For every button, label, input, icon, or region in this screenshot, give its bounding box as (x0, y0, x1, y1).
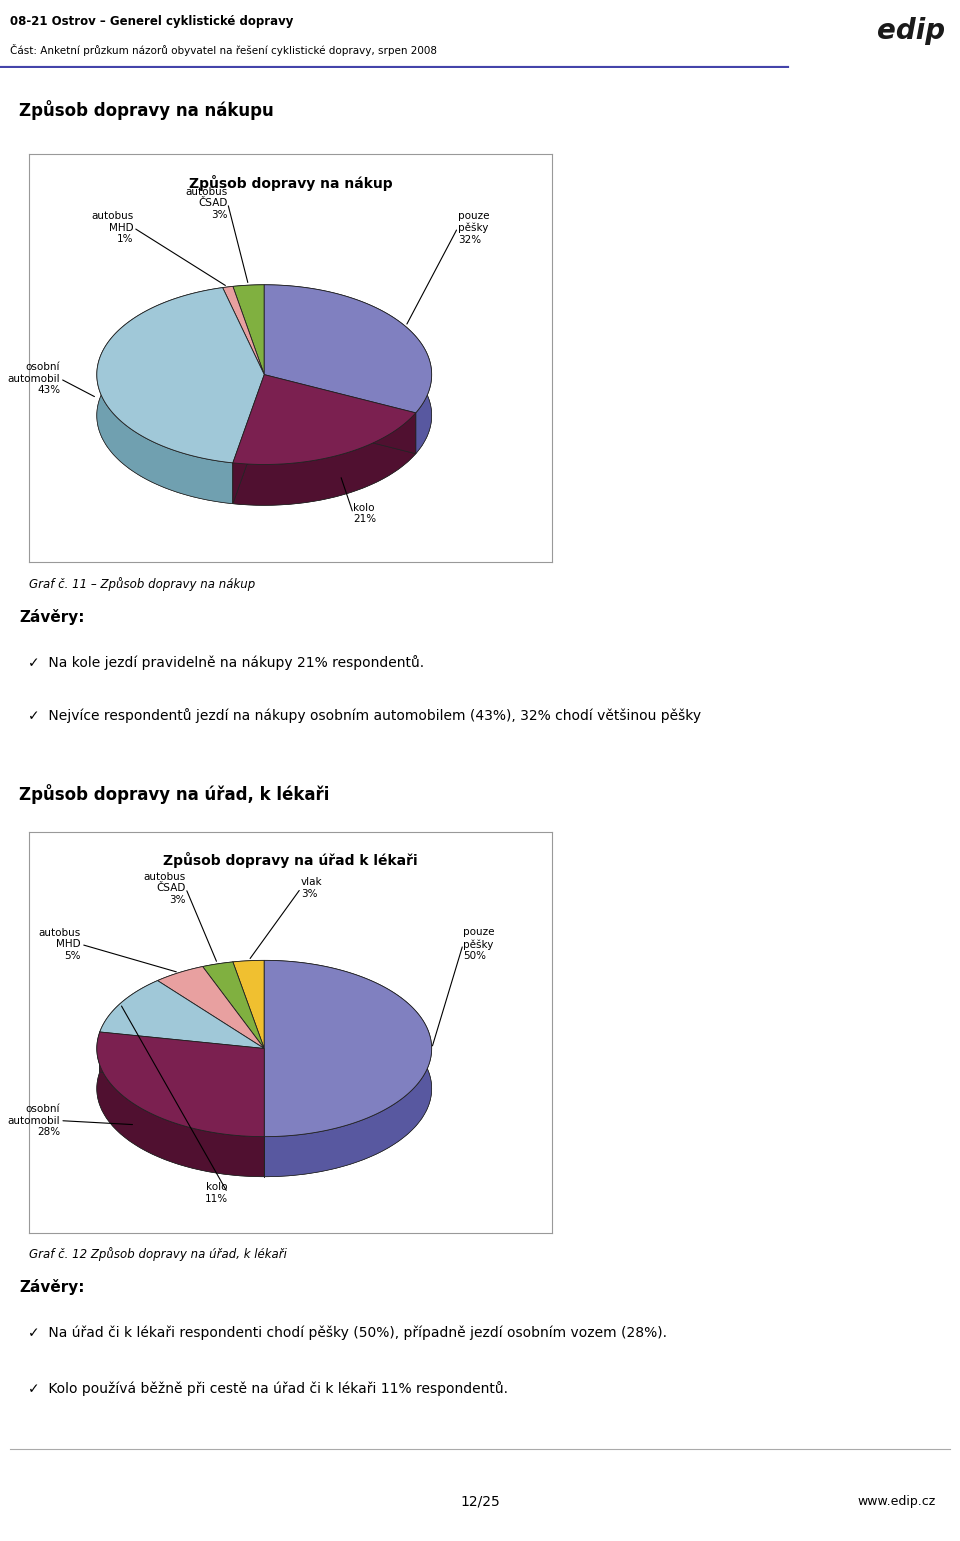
Polygon shape (233, 374, 264, 504)
Polygon shape (233, 962, 264, 1088)
Polygon shape (233, 285, 264, 327)
Polygon shape (233, 287, 264, 416)
Text: Graf č. 12 Způsob dopravy na úřad, k lékaři: Graf č. 12 Způsob dopravy na úřad, k lék… (29, 1247, 287, 1262)
Polygon shape (100, 980, 264, 1048)
Text: Závěry:: Závěry: (19, 1279, 84, 1294)
Polygon shape (233, 413, 416, 505)
Text: www.edip.cz: www.edip.cz (857, 1495, 936, 1507)
Polygon shape (157, 966, 264, 1048)
Text: Závěry:: Závěry: (19, 609, 84, 624)
Ellipse shape (97, 325, 432, 505)
Text: Způsob dopravy na úřad k lékaři: Způsob dopravy na úřad k lékaři (163, 852, 418, 868)
Polygon shape (100, 1032, 264, 1088)
Text: ✓  Kolo používá běžně při cestě na úřad či k lékaři 11% respondentů.: ✓ Kolo používá běžně při cestě na úřad č… (29, 1382, 509, 1396)
Text: Část: Anketní průzkum názorů obyvatel na řešení cyklistické dopravy, srpen 2008: Část: Anketní průzkum názorů obyvatel na… (10, 45, 437, 55)
Ellipse shape (97, 1000, 432, 1177)
Polygon shape (97, 288, 264, 462)
Polygon shape (264, 960, 432, 1177)
Polygon shape (100, 980, 157, 1073)
Text: Způsob dopravy na nákup: Způsob dopravy na nákup (188, 174, 393, 191)
Polygon shape (97, 288, 233, 504)
Polygon shape (223, 288, 264, 416)
Polygon shape (223, 288, 264, 416)
Text: edip: edip (877, 17, 946, 45)
Polygon shape (97, 1032, 264, 1137)
Polygon shape (233, 960, 264, 1048)
Text: autobus
MHD
5%: autobus MHD 5% (38, 928, 82, 962)
Text: osobní
automobil
43%: osobní automobil 43% (8, 362, 60, 396)
Polygon shape (203, 966, 264, 1088)
Polygon shape (233, 374, 264, 504)
Polygon shape (264, 285, 432, 453)
Polygon shape (157, 980, 264, 1088)
Text: autobus
MHD
1%: autobus MHD 1% (91, 211, 133, 243)
Text: 12/25: 12/25 (460, 1495, 500, 1509)
Polygon shape (157, 966, 203, 1020)
Polygon shape (203, 966, 264, 1088)
Text: Způsob dopravy na úřad, k lékaři: Způsob dopravy na úřad, k lékaři (19, 784, 329, 803)
Text: autobus
ČSAD
3%: autobus ČSAD 3% (185, 186, 228, 220)
Text: vlak
3%: vlak 3% (300, 877, 323, 898)
Text: ✓  Na kole jezdí pravidelně na nákupy 21% respondentů.: ✓ Na kole jezdí pravidelně na nákupy 21%… (29, 655, 424, 670)
Text: Způsob dopravy na nákupu: Způsob dopravy na nákupu (19, 100, 274, 120)
Polygon shape (233, 374, 416, 464)
Polygon shape (264, 374, 416, 453)
Polygon shape (223, 287, 264, 374)
Polygon shape (97, 1032, 264, 1177)
Text: osobní
automobil
28%: osobní automobil 28% (8, 1103, 60, 1137)
Polygon shape (233, 960, 264, 1002)
Polygon shape (264, 960, 432, 1137)
Polygon shape (264, 374, 416, 453)
Polygon shape (233, 287, 264, 416)
Text: pouze
pěšky
32%: pouze pěšky 32% (458, 211, 490, 245)
Text: kolo
11%: kolo 11% (204, 1182, 228, 1204)
Text: autobus
ČSAD
3%: autobus ČSAD 3% (143, 872, 186, 905)
Polygon shape (203, 962, 264, 1048)
Polygon shape (233, 285, 264, 374)
Text: pouze
pěšky
50%: pouze pěšky 50% (463, 928, 494, 962)
Text: 08-21 Ostrov – Generel cyklistické dopravy: 08-21 Ostrov – Generel cyklistické dopra… (10, 15, 293, 28)
Polygon shape (203, 962, 233, 1006)
Text: ✓  Nejvíce respondentů jezdí na nákupy osobním automobilem (43%), 32% chodí větš: ✓ Nejvíce respondentů jezdí na nákupy os… (29, 709, 702, 723)
Polygon shape (233, 962, 264, 1088)
Text: kolo
21%: kolo 21% (353, 502, 376, 524)
Polygon shape (223, 287, 233, 328)
Text: Graf č. 11 – Způsob dopravy na nákup: Graf č. 11 – Způsob dopravy na nákup (29, 576, 255, 592)
Polygon shape (264, 285, 432, 413)
Polygon shape (157, 980, 264, 1088)
Text: ✓  Na úřad či k lékaři respondenti chodí pěšky (50%), případně jezdí osobním voz: ✓ Na úřad či k lékaři respondenti chodí … (29, 1325, 667, 1341)
Polygon shape (100, 1032, 264, 1088)
